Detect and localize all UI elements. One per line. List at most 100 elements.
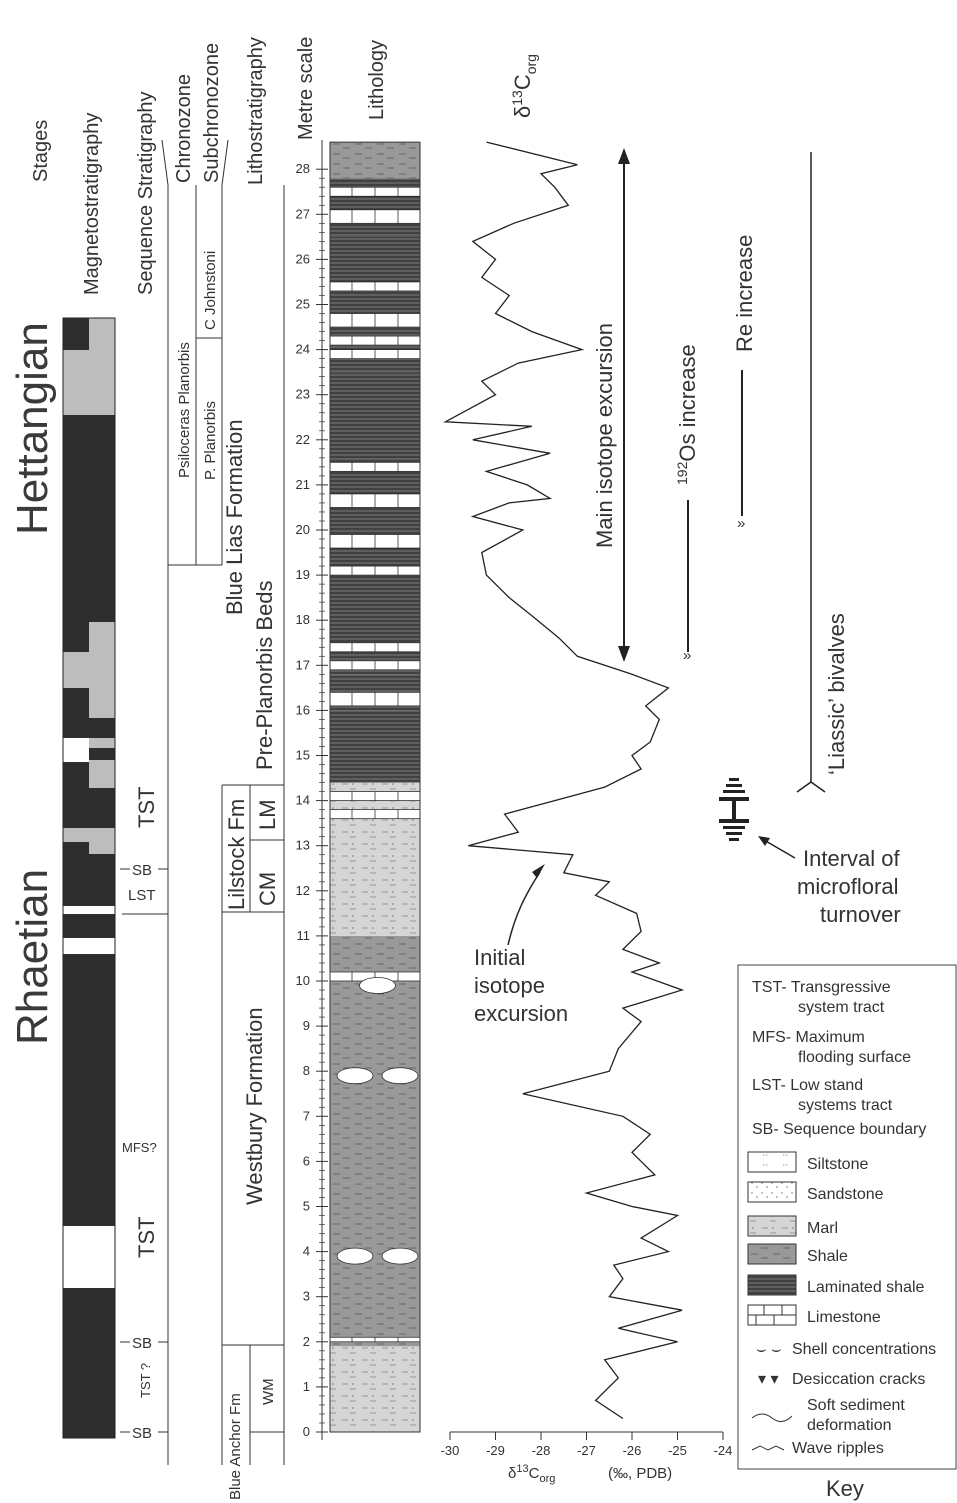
- os-increase-label: 192Os increase: [674, 344, 700, 485]
- sequence-stratigraphy-column: TST SB LST MFS? TST SB TST ? SB: [120, 786, 168, 1442]
- x-axis-units: (‰, PDB): [608, 1465, 672, 1482]
- metre-tick-label: 22: [296, 432, 310, 447]
- x-axis-label: δ13Corg: [508, 1463, 555, 1485]
- x-tick-label: -24: [714, 1443, 733, 1458]
- metre-tick-label: 25: [296, 297, 310, 312]
- initial-line-1: Initial: [474, 945, 525, 970]
- fm-cm: CM: [255, 872, 280, 906]
- key-soft-sediment-1: Soft sediment: [807, 1397, 905, 1414]
- metre-tick-label: 16: [296, 702, 310, 717]
- key-siltstone-swatch: [747, 1151, 797, 1173]
- magnetostratigraphy-column: [62, 317, 116, 1439]
- fm-blue-anchor: Blue Anchor Fm: [227, 1393, 244, 1500]
- nodule: [359, 977, 396, 994]
- header-metre-scale: Metre scale: [295, 37, 317, 140]
- x-tick-label: -26: [623, 1443, 642, 1458]
- header-chronozone: Chronozone: [173, 74, 195, 183]
- seq-mfs: MFS?: [122, 1140, 157, 1155]
- header-lithostratigraphy: Lithostratigraphy: [245, 37, 267, 185]
- metre-tick-label: 28: [296, 161, 310, 176]
- key-shell: Shell concentrations: [792, 1341, 936, 1358]
- chronozone-psiloceras: Psiloceras Planorbis: [176, 342, 193, 478]
- key-siltstone: Siltstone: [807, 1156, 868, 1173]
- chart-title: δ13Corg: [509, 54, 539, 118]
- re-increase-label: Re increase: [732, 235, 757, 352]
- fm-lm: LM: [255, 799, 280, 830]
- key-marl-swatch: [747, 1215, 797, 1237]
- seq-sb-2: SB: [132, 1335, 152, 1352]
- key-marl: Marl: [807, 1220, 838, 1237]
- lithology-bed: [330, 1346, 420, 1410]
- key-laminated-shale-swatch: [747, 1274, 797, 1296]
- metre-tick-label: 3: [303, 1289, 310, 1304]
- key-laminated-shale: Laminated shale: [807, 1279, 925, 1296]
- metre-tick-label: 10: [296, 973, 310, 988]
- metre-tick-label: 8: [303, 1063, 310, 1078]
- metre-tick-label: 9: [303, 1018, 310, 1033]
- nodule: [336, 1067, 374, 1085]
- metre-tick-label: 13: [296, 838, 310, 853]
- lithology-bed: [330, 142, 420, 179]
- header-lithology: Lithology: [366, 40, 388, 120]
- metre-tick-label: 2: [303, 1334, 310, 1349]
- microfloral-turnover-marker: Interval of microfloral turnover: [719, 778, 901, 927]
- x-tick-label: -30: [441, 1443, 460, 1458]
- key-box: TST- Transgressive system tract MFS- Max…: [737, 964, 957, 1470]
- liassic-bivalves-marker: ‘Liassic’ bivalves: [796, 152, 849, 793]
- header-magnetostratigraphy: Magnetostratigraphy: [81, 113, 103, 295]
- key-soft-sediment-glyph: [751, 1413, 793, 1422]
- key-sandstone: Sandstone: [807, 1186, 884, 1203]
- d13c-chart: δ13Corg -30 -29 -28 -27 -26 -25 -24 δ13Corg (‰…: [441, 54, 733, 1485]
- metre-tick-label: 19: [296, 567, 310, 582]
- seq-tst-lower: TST: [134, 1216, 159, 1258]
- seq-sb-1: SB: [132, 862, 152, 879]
- re-arrow-glyph: »: [737, 515, 745, 532]
- lithology-bed: [330, 1409, 420, 1432]
- metre-tick-label: 21: [296, 477, 310, 492]
- metre-tick-label: 27: [296, 206, 310, 221]
- metre-tick-label: 24: [296, 342, 310, 357]
- chronozone-column: Psiloceras Planorbis C Johnstoni P. Plan…: [161, 139, 229, 1465]
- re-increase-marker: » Re increase: [732, 235, 757, 532]
- header-subchronozone: Subchronozone: [201, 43, 223, 183]
- metre-tick-label: 20: [296, 522, 310, 537]
- key-title: Key: [826, 1476, 864, 1501]
- seq-tst-question: TST ?: [138, 1363, 153, 1398]
- seq-tst-upper: TST: [134, 786, 159, 828]
- fm-westbury: Westbury Formation: [242, 1007, 267, 1205]
- metre-tick-label: 12: [296, 883, 310, 898]
- nodule: [381, 1247, 419, 1265]
- key-limestone-swatch: [747, 1304, 797, 1326]
- stage-hettangian: Hettangian: [8, 322, 57, 535]
- lithology-column: [329, 141, 421, 1433]
- initial-line-3: excursion: [474, 1001, 568, 1026]
- key-desiccation-glyph: ▾ ▾: [758, 1371, 779, 1388]
- key-def-1: TST- Transgressive: [752, 979, 891, 996]
- metre-tick-label: 11: [297, 928, 311, 943]
- metre-tick-label: 26: [296, 251, 310, 266]
- subchronozone-johnstoni: C Johnstoni: [202, 251, 219, 330]
- key-def-3: MFS- Maximum: [752, 1029, 865, 1046]
- seq-sb-3: SB: [132, 1425, 152, 1442]
- metre-tick-label: 0: [303, 1424, 310, 1439]
- stage-rhaetian: Rhaetian: [8, 869, 57, 1045]
- key-def-5: LST- Low stand: [752, 1077, 863, 1094]
- lithology-bed: [330, 372, 420, 540]
- header-stages: Stages: [30, 120, 52, 182]
- header-sequence-stratigraphy: Sequence Stratigraphy: [135, 92, 157, 295]
- key-def-2: system tract: [798, 999, 885, 1016]
- interval-line-1: Interval of: [803, 846, 900, 871]
- initial-line-2: isotope: [474, 973, 545, 998]
- interval-line-3: turnover: [820, 902, 901, 927]
- interval-line-2: microfloral: [797, 874, 898, 899]
- fm-pre-planorbis: Pre-Planorbis Beds: [252, 580, 277, 770]
- seq-lst: LST: [128, 887, 156, 904]
- metre-scale: 0123456789101112131415161718192021222324…: [296, 140, 328, 1440]
- key-shale: Shale: [807, 1248, 848, 1265]
- x-tick-label: -25: [668, 1443, 687, 1458]
- d13c-series: [443, 141, 685, 1420]
- os-arrow-glyph: »: [683, 647, 691, 664]
- key-def-6: systems tract: [798, 1097, 893, 1114]
- nodule: [336, 1247, 374, 1265]
